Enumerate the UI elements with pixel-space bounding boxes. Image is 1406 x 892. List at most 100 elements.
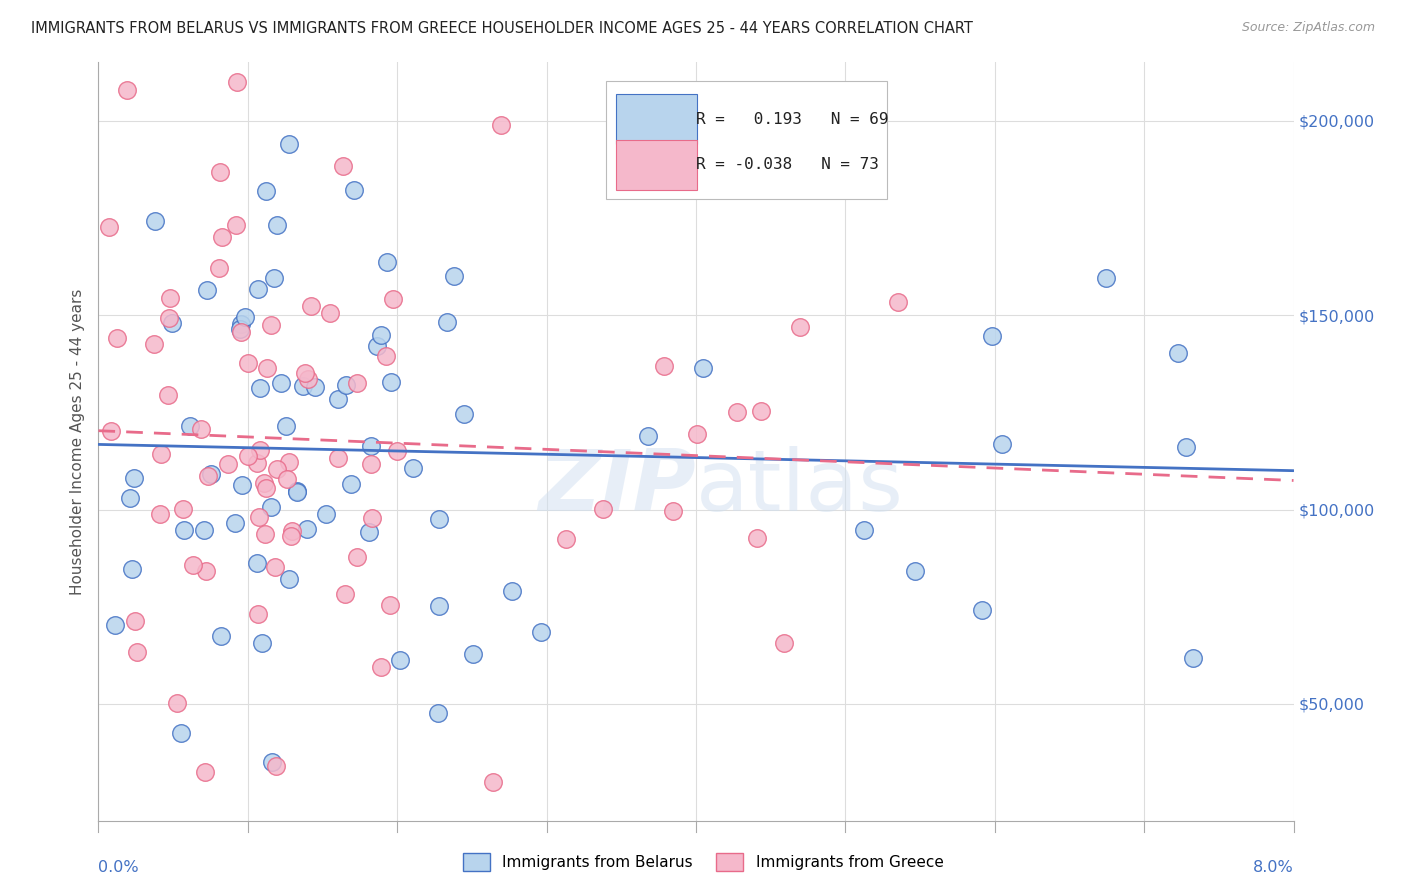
Point xyxy=(149,447,172,461)
Point xyxy=(260,500,283,515)
Point xyxy=(264,560,287,574)
Point xyxy=(375,349,398,363)
Point xyxy=(274,418,297,433)
Point xyxy=(285,485,308,500)
Point xyxy=(193,523,215,537)
Point xyxy=(332,159,354,173)
Point xyxy=(249,509,271,524)
Point xyxy=(637,429,659,443)
Point xyxy=(209,629,232,643)
Point xyxy=(281,524,304,538)
Point xyxy=(328,450,350,465)
Point xyxy=(1181,651,1204,665)
Point xyxy=(370,660,392,674)
Point xyxy=(990,437,1012,451)
Point xyxy=(266,462,288,476)
Point xyxy=(970,603,993,617)
Point xyxy=(142,336,165,351)
Point xyxy=(231,477,253,491)
Point xyxy=(157,311,180,326)
Point xyxy=(194,564,217,578)
Point xyxy=(118,491,141,505)
Point xyxy=(295,522,318,536)
Point xyxy=(661,503,683,517)
Point xyxy=(980,329,1002,343)
Point xyxy=(370,327,392,342)
Point xyxy=(224,516,246,531)
Point xyxy=(343,183,366,197)
Text: 0.0%: 0.0% xyxy=(98,860,139,874)
Point xyxy=(260,755,283,769)
Point xyxy=(887,294,910,309)
Point xyxy=(749,404,772,418)
Point xyxy=(427,511,450,525)
Y-axis label: Householder Income Ages 25 - 44 years: Householder Income Ages 25 - 44 years xyxy=(69,288,84,595)
Point xyxy=(266,219,288,233)
Point xyxy=(256,361,278,376)
Point xyxy=(207,261,229,276)
Point xyxy=(725,405,748,419)
Legend: Immigrants from Belarus, Immigrants from Greece: Immigrants from Belarus, Immigrants from… xyxy=(457,847,949,877)
Point xyxy=(426,706,449,720)
Point xyxy=(194,764,217,779)
Point xyxy=(250,636,273,650)
Point xyxy=(166,696,188,710)
Point xyxy=(254,527,277,541)
Point xyxy=(453,407,475,421)
Point xyxy=(489,119,512,133)
Point xyxy=(236,356,259,370)
Point xyxy=(181,558,204,572)
Point xyxy=(852,523,875,537)
Point xyxy=(501,584,523,599)
Point xyxy=(249,381,271,395)
Point xyxy=(121,562,143,576)
Text: R = -0.038   N = 73: R = -0.038 N = 73 xyxy=(696,157,879,172)
Point xyxy=(217,457,239,471)
Point xyxy=(253,476,276,491)
Point xyxy=(304,380,326,394)
Point xyxy=(366,339,388,353)
Point xyxy=(233,310,256,324)
Point xyxy=(555,532,578,546)
Point xyxy=(443,268,465,283)
Point xyxy=(278,455,301,469)
Text: ZIP: ZIP xyxy=(538,445,696,529)
Point xyxy=(157,388,180,402)
Point xyxy=(197,468,219,483)
Point xyxy=(380,599,402,613)
FancyBboxPatch shape xyxy=(606,81,887,199)
Point xyxy=(127,645,149,659)
Point xyxy=(124,615,146,629)
Point xyxy=(346,549,368,564)
Text: 8.0%: 8.0% xyxy=(1253,860,1294,874)
Point xyxy=(122,471,145,485)
Point xyxy=(246,282,269,296)
Point xyxy=(260,318,283,333)
Point xyxy=(481,774,503,789)
Point xyxy=(100,424,122,438)
Point xyxy=(375,255,398,269)
Point xyxy=(246,556,269,570)
Point xyxy=(297,372,319,386)
Point xyxy=(339,477,361,491)
Point xyxy=(200,467,222,481)
Point xyxy=(266,759,288,773)
Point xyxy=(686,427,709,442)
Point xyxy=(360,457,382,471)
Point xyxy=(249,442,271,457)
Point xyxy=(299,299,322,313)
Point xyxy=(236,450,259,464)
Point xyxy=(229,322,252,336)
Point xyxy=(229,325,252,339)
Point xyxy=(173,523,195,537)
Point xyxy=(461,647,484,661)
Point xyxy=(263,271,285,285)
Point xyxy=(773,636,796,650)
Point xyxy=(360,511,382,525)
FancyBboxPatch shape xyxy=(616,95,697,145)
Point xyxy=(427,599,450,614)
Point xyxy=(225,219,247,233)
Point xyxy=(254,481,277,495)
Point xyxy=(246,456,269,470)
Point xyxy=(652,359,675,373)
